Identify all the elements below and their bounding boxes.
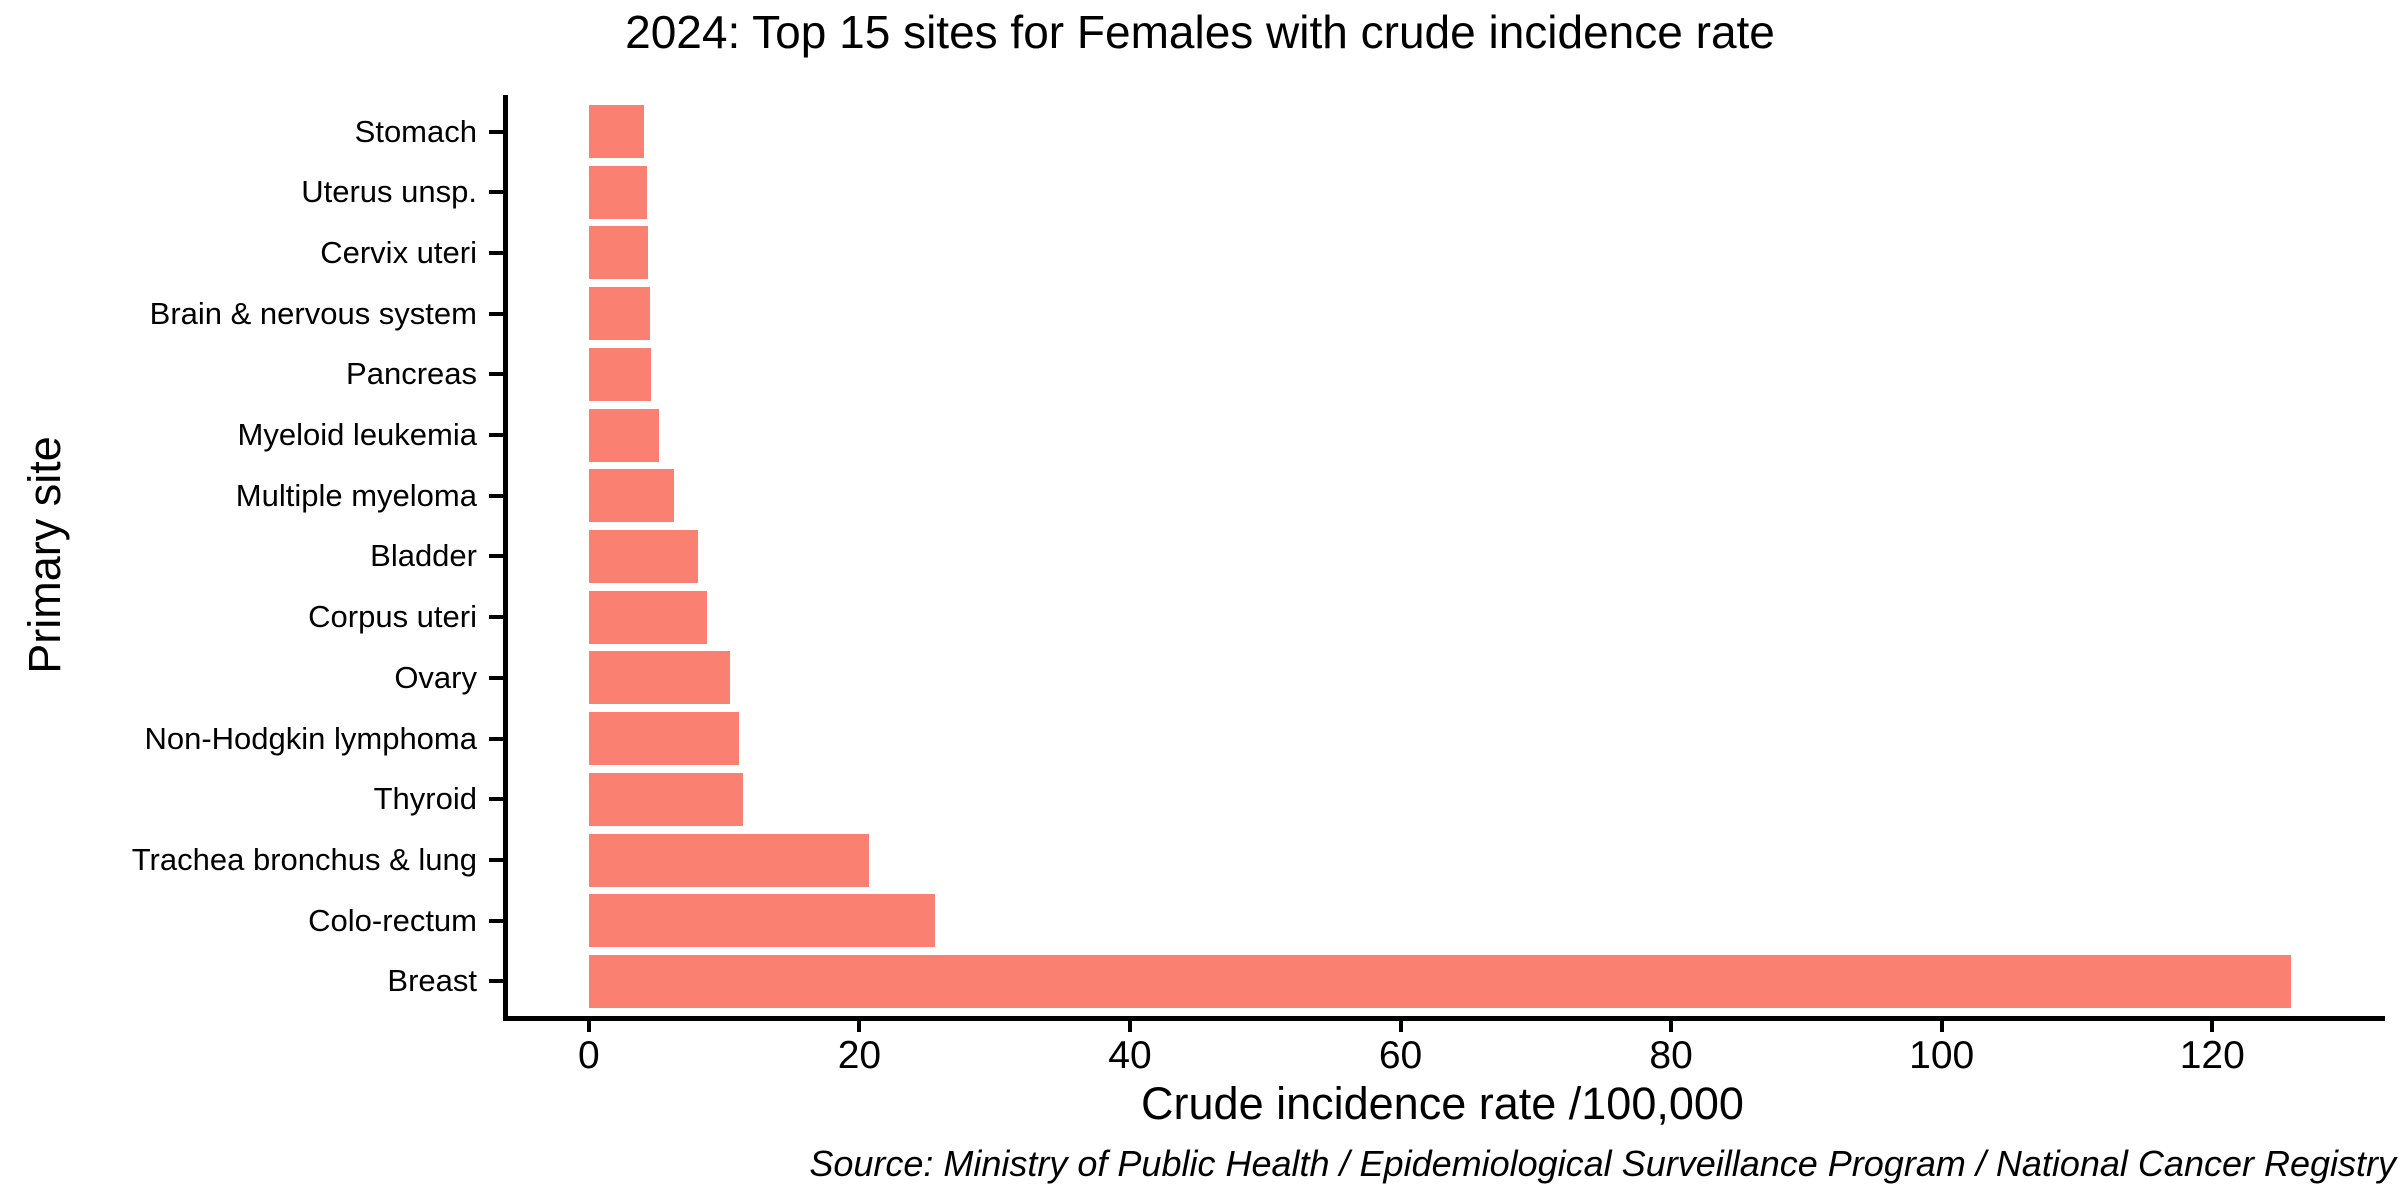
y-tick-label: Brain & nervous system (149, 295, 477, 331)
y-tick-mark (489, 250, 505, 255)
y-tick-mark (489, 129, 505, 134)
bar-pancreas (588, 347, 652, 401)
y-tick-label: Uterus unsp. (301, 174, 477, 210)
y-tick-mark (489, 918, 505, 923)
bar-non-hodgkin-lymphoma (588, 712, 740, 766)
y-tick-mark (489, 190, 505, 195)
y-tick-mark (489, 979, 505, 984)
y-axis-label: Primary site (19, 436, 70, 674)
y-tick-mark (489, 372, 505, 377)
bar-breast (588, 954, 2291, 1008)
x-tick-mark (1398, 1018, 1403, 1032)
y-tick-label: Colo-rectum (308, 902, 477, 938)
y-tick-label: Cervix uteri (320, 234, 477, 270)
x-tick-mark (2210, 1018, 2215, 1032)
x-tick-mark (1939, 1018, 1944, 1032)
x-tick-label: 80 (1649, 1034, 1693, 1077)
x-tick-label: 20 (837, 1034, 882, 1077)
y-tick-mark (489, 736, 505, 741)
y-tick-label: Ovary (394, 659, 477, 695)
source-note: Source: Ministry of Public Health / Epid… (809, 1143, 2396, 1184)
y-tick-label: Trachea bronchus & lung (131, 842, 477, 878)
y-tick-label: Myeloid leukemia (237, 417, 478, 453)
bar-cervix-uteri (588, 226, 649, 280)
bar-thyroid (588, 772, 744, 826)
x-tick-label: 100 (1909, 1034, 1975, 1077)
x-tick-label: 0 (578, 1034, 600, 1077)
chart-title: 2024: Top 15 sites for Females with crud… (625, 6, 1775, 58)
bar-uterus-unsp (588, 165, 648, 219)
y-tick-mark (489, 675, 505, 680)
x-tick-mark (1669, 1018, 1674, 1032)
y-tick-label: Thyroid (373, 781, 477, 817)
x-tick-mark (1128, 1018, 1132, 1032)
y-tick-label: Multiple myeloma (235, 477, 477, 513)
bar-ovary (588, 651, 730, 705)
bar-multiple-myeloma (588, 469, 675, 523)
y-tick-mark (489, 554, 505, 559)
bar-myeloid-leukemia (588, 408, 660, 462)
y-tick-label: Stomach (354, 113, 477, 149)
y-tick-mark (489, 797, 505, 802)
bar-colo-rectum (588, 894, 936, 948)
x-axis-label: Crude incidence rate /100,000 (1141, 1078, 1744, 1129)
y-tick-mark (489, 433, 505, 438)
y-tick-label: Breast (387, 963, 477, 999)
y-tick-mark (489, 311, 505, 316)
plot-area (505, 95, 2380, 1016)
y-tick-label: Bladder (370, 538, 477, 574)
x-tick-label: 120 (2179, 1034, 2245, 1077)
y-tick-label: Non-Hodgkin lymphoma (144, 720, 477, 756)
y-tick-mark (489, 615, 505, 620)
bar-corpus-uteri (588, 590, 707, 644)
y-tick-label: Corpus uteri (308, 599, 477, 635)
y-tick-mark (489, 858, 505, 863)
y-tick-label: Pancreas (346, 356, 477, 392)
x-tick-mark (586, 1018, 591, 1032)
bar-brain-nervous-system (588, 287, 650, 341)
y-axis-spine (503, 95, 508, 1021)
bar-stomach (588, 105, 645, 158)
x-tick-label: 60 (1378, 1034, 1423, 1077)
bar-bladder (588, 529, 699, 583)
bar-trachea-bronchus-lung (588, 833, 869, 887)
x-axis-spine (503, 1016, 2385, 1021)
x-tick-label: 40 (1108, 1034, 1152, 1077)
y-tick-mark (489, 493, 505, 498)
x-tick-mark (857, 1018, 862, 1032)
